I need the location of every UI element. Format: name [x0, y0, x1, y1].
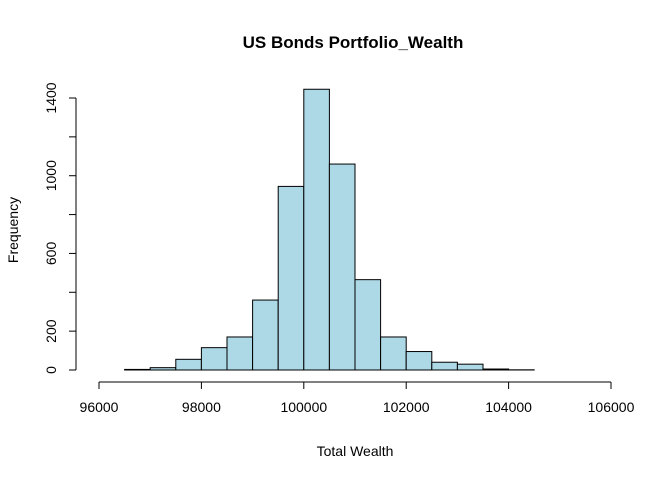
- x-axis-label: Total Wealth: [317, 443, 394, 459]
- y-tick-label-1: 200: [43, 319, 59, 343]
- histogram-bar-11: [380, 336, 407, 371]
- y-axis-label: Frequency: [5, 197, 21, 263]
- x-tick-label-3: 102000: [383, 399, 430, 415]
- bars-group: [124, 88, 535, 371]
- histogram-bar-13: [431, 361, 458, 371]
- x-tick-label-0: 96000: [80, 399, 119, 415]
- histogram-bar-12: [405, 351, 433, 371]
- histogram-bar-14: [456, 363, 484, 371]
- histogram-bar-7: [277, 185, 305, 371]
- y-tick-label-2: 600: [43, 242, 59, 266]
- histogram-bar-4: [200, 347, 228, 371]
- x-tick-label-4: 104000: [485, 399, 532, 415]
- x-tick-label-1: 98000: [182, 399, 221, 415]
- chart-title: US Bonds Portfolio_Wealth: [243, 33, 464, 52]
- x-tick-label-2: 100000: [280, 399, 327, 415]
- histogram-bar-3: [175, 358, 202, 371]
- y-tick-label-4: 1400: [43, 82, 59, 113]
- histogram-bar-15: [482, 368, 510, 371]
- x-tick-label-5: 106000: [588, 399, 635, 415]
- histogram-bar-1: [124, 368, 151, 371]
- y-axis: 0 200 600 1000 1400: [43, 82, 77, 374]
- histogram-bar-8: [303, 88, 330, 371]
- histogram-bar-2: [149, 367, 177, 371]
- histogram-bar-6: [252, 299, 279, 371]
- histogram-bar-9: [328, 163, 356, 371]
- x-axis: 96000 98000 100000 102000 104000 106000: [80, 381, 635, 415]
- y-tick-label-3: 1000: [43, 160, 59, 191]
- histogram-bar-5: [226, 336, 254, 371]
- y-tick-label-0: 0: [43, 366, 59, 374]
- histogram-bar-10: [354, 279, 382, 371]
